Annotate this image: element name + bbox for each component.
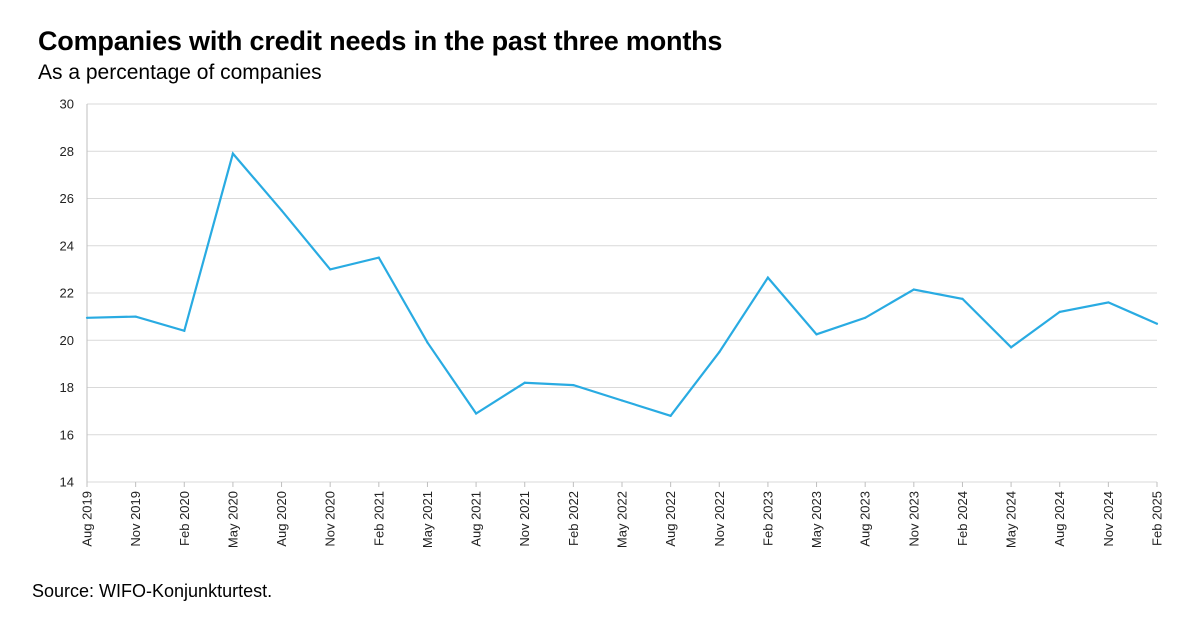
- x-tick-label: Nov 2020: [323, 491, 338, 547]
- x-tick-label: Aug 2024: [1052, 491, 1067, 547]
- grid-layer: [87, 103, 1157, 483]
- data-point: [1058, 310, 1061, 313]
- data-point: [864, 316, 867, 319]
- data-point: [134, 315, 137, 318]
- x-tick-label: Aug 2021: [469, 491, 484, 547]
- source-note: Source: WIFO-Konjunkturtest.: [32, 581, 273, 601]
- x-tick-label: Feb 2021: [371, 491, 386, 546]
- x-tick-label: Feb 2020: [177, 491, 192, 546]
- chart-title: Companies with credit needs in the past …: [38, 26, 723, 56]
- data-point: [329, 268, 332, 271]
- data-point: [1009, 346, 1013, 349]
- series-line: [86, 151, 1158, 418]
- x-tick-label: Feb 2025: [1150, 491, 1165, 546]
- x-tick-label: Nov 2022: [712, 491, 727, 547]
- data-point: [572, 384, 575, 387]
- y-tick-label: 16: [60, 427, 74, 442]
- chart-subtitle: As a percentage of companies: [38, 61, 322, 84]
- axis-layer: [86, 104, 1158, 487]
- data-point: [231, 152, 235, 155]
- x-tick-label: May 2020: [225, 491, 240, 548]
- y-tick-label: 14: [60, 475, 74, 490]
- y-tick-labels: 14 16 18 20 22 24 26 28 30: [60, 97, 74, 490]
- data-point: [183, 329, 186, 332]
- y-tick-label: 30: [60, 97, 74, 112]
- x-tick-label: Feb 2024: [955, 491, 970, 546]
- data-point: [912, 288, 915, 291]
- y-tick-label: 28: [60, 144, 74, 159]
- y-tick-label: 22: [60, 286, 74, 301]
- data-point: [1155, 322, 1159, 325]
- data-point: [815, 333, 818, 336]
- data-point: [523, 381, 526, 384]
- y-tick-label: 24: [60, 238, 74, 253]
- x-tick-label: Feb 2022: [566, 491, 581, 546]
- data-point: [669, 414, 672, 417]
- data-point: [1107, 301, 1110, 304]
- data-point: [620, 399, 624, 402]
- x-tick-label: Aug 2022: [663, 491, 678, 547]
- x-tick-labels: Aug 2019 Nov 2019 Feb 2020 May 2020 Aug 2020…: [80, 491, 1165, 548]
- x-tick-label: Aug 2020: [274, 491, 289, 547]
- x-tick-label: Aug 2019: [80, 491, 95, 547]
- x-tick-label: May 2022: [615, 491, 630, 548]
- x-tick-label: Nov 2021: [517, 491, 532, 547]
- x-tick-label: Aug 2023: [858, 491, 873, 547]
- x-tick-label: May 2024: [1004, 491, 1019, 548]
- x-tick-label: May 2023: [809, 491, 824, 548]
- x-tick-label: Feb 2023: [760, 491, 775, 546]
- data-point: [474, 412, 478, 415]
- y-tick-label: 20: [60, 333, 74, 348]
- data-point: [718, 350, 721, 354]
- data-point: [85, 316, 89, 319]
- x-tick-label: Nov 2023: [906, 491, 921, 547]
- data-point: [377, 256, 380, 259]
- data-point: [426, 341, 429, 344]
- x-tick-label: May 2021: [420, 491, 435, 548]
- data-point: [766, 276, 770, 279]
- x-tick-label: Nov 2024: [1101, 491, 1116, 547]
- series-layer: [85, 151, 1159, 418]
- x-tick-label: Nov 2019: [128, 491, 143, 547]
- y-tick-label: 18: [60, 380, 74, 395]
- data-point: [280, 209, 283, 212]
- data-point: [961, 297, 964, 301]
- y-tick-label: 26: [60, 191, 74, 206]
